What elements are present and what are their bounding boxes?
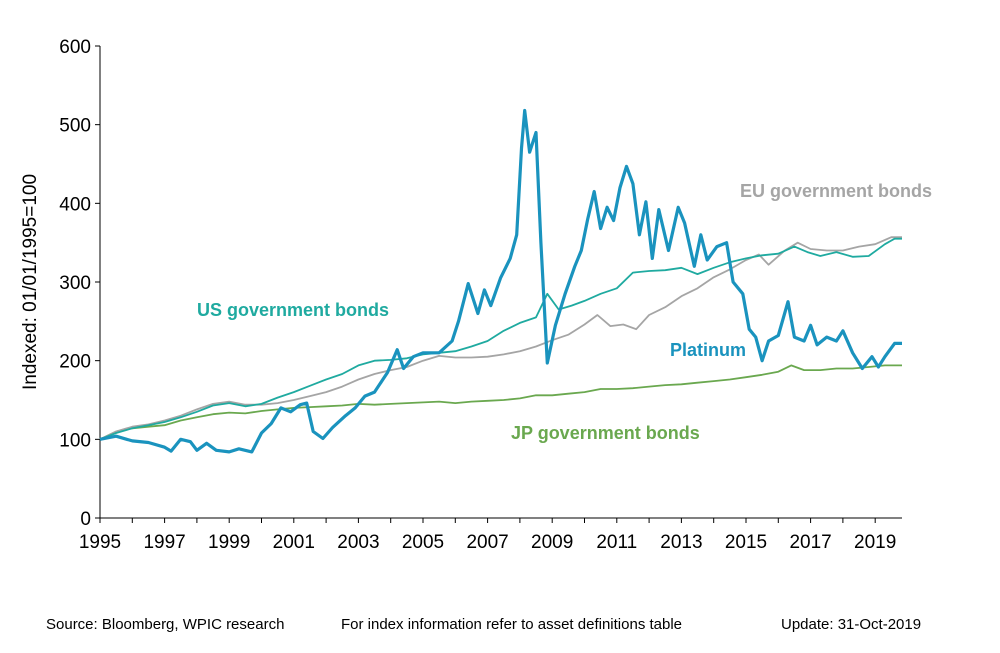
line-chart: 0 100 200 300 400 500 600 1995 1997 1999 2001 2003 2… — [20, 37, 932, 553]
y-tick-label: 0 — [80, 509, 91, 530]
series-label-jp-government-bonds: JP government bonds — [511, 423, 700, 443]
y-tick-label: 600 — [59, 37, 91, 58]
y-tick-label: 100 — [59, 430, 91, 451]
x-tick-label: 2007 — [466, 532, 508, 553]
chart-series-labels: EU government bonds US government bonds Pl… — [197, 181, 932, 443]
series-label-us-government-bonds: US government bonds — [197, 300, 389, 320]
x-tick-label: 2009 — [531, 532, 573, 553]
x-tick-label: 1997 — [143, 532, 185, 553]
series-label-platinum: Platinum — [670, 340, 746, 360]
chart-series — [99, 108, 902, 454]
chart-axes: 0 100 200 300 400 500 600 1995 1997 1999 2001 2003 2… — [59, 37, 902, 553]
update-date: Update: 31-Oct-2019 — [781, 616, 922, 633]
x-tick-label: 1999 — [208, 532, 250, 553]
x-tick-label: 2015 — [725, 532, 767, 553]
y-tick-label: 200 — [59, 352, 91, 373]
series-line-eu-government-bonds — [99, 236, 902, 441]
series-label-eu-government-bonds: EU government bonds — [740, 181, 932, 201]
y-tick-label: 300 — [59, 273, 91, 294]
x-tick-label: 2011 — [596, 532, 637, 553]
x-tick-label: 2013 — [660, 532, 702, 553]
index-note: For index information refer to asset def… — [341, 616, 683, 633]
x-tick-label: 1995 — [79, 532, 121, 553]
x-tick-label: 2019 — [854, 532, 896, 553]
x-tick-label: 2017 — [789, 532, 831, 553]
y-axis-title: Indexed: 01/01/1995=100 — [20, 174, 41, 390]
x-tick-label: 2001 — [273, 532, 315, 553]
series-line-jp-government-bonds — [99, 364, 902, 441]
y-tick-label: 400 — [59, 194, 91, 215]
source-note: Source: Bloomberg, WPIC research — [46, 616, 285, 633]
series-line-platinum — [99, 108, 902, 454]
series-line-us-government-bonds — [99, 237, 902, 441]
x-tick-label: 2005 — [402, 532, 444, 553]
x-tick-label: 2003 — [337, 532, 379, 553]
y-tick-label: 500 — [59, 116, 91, 137]
